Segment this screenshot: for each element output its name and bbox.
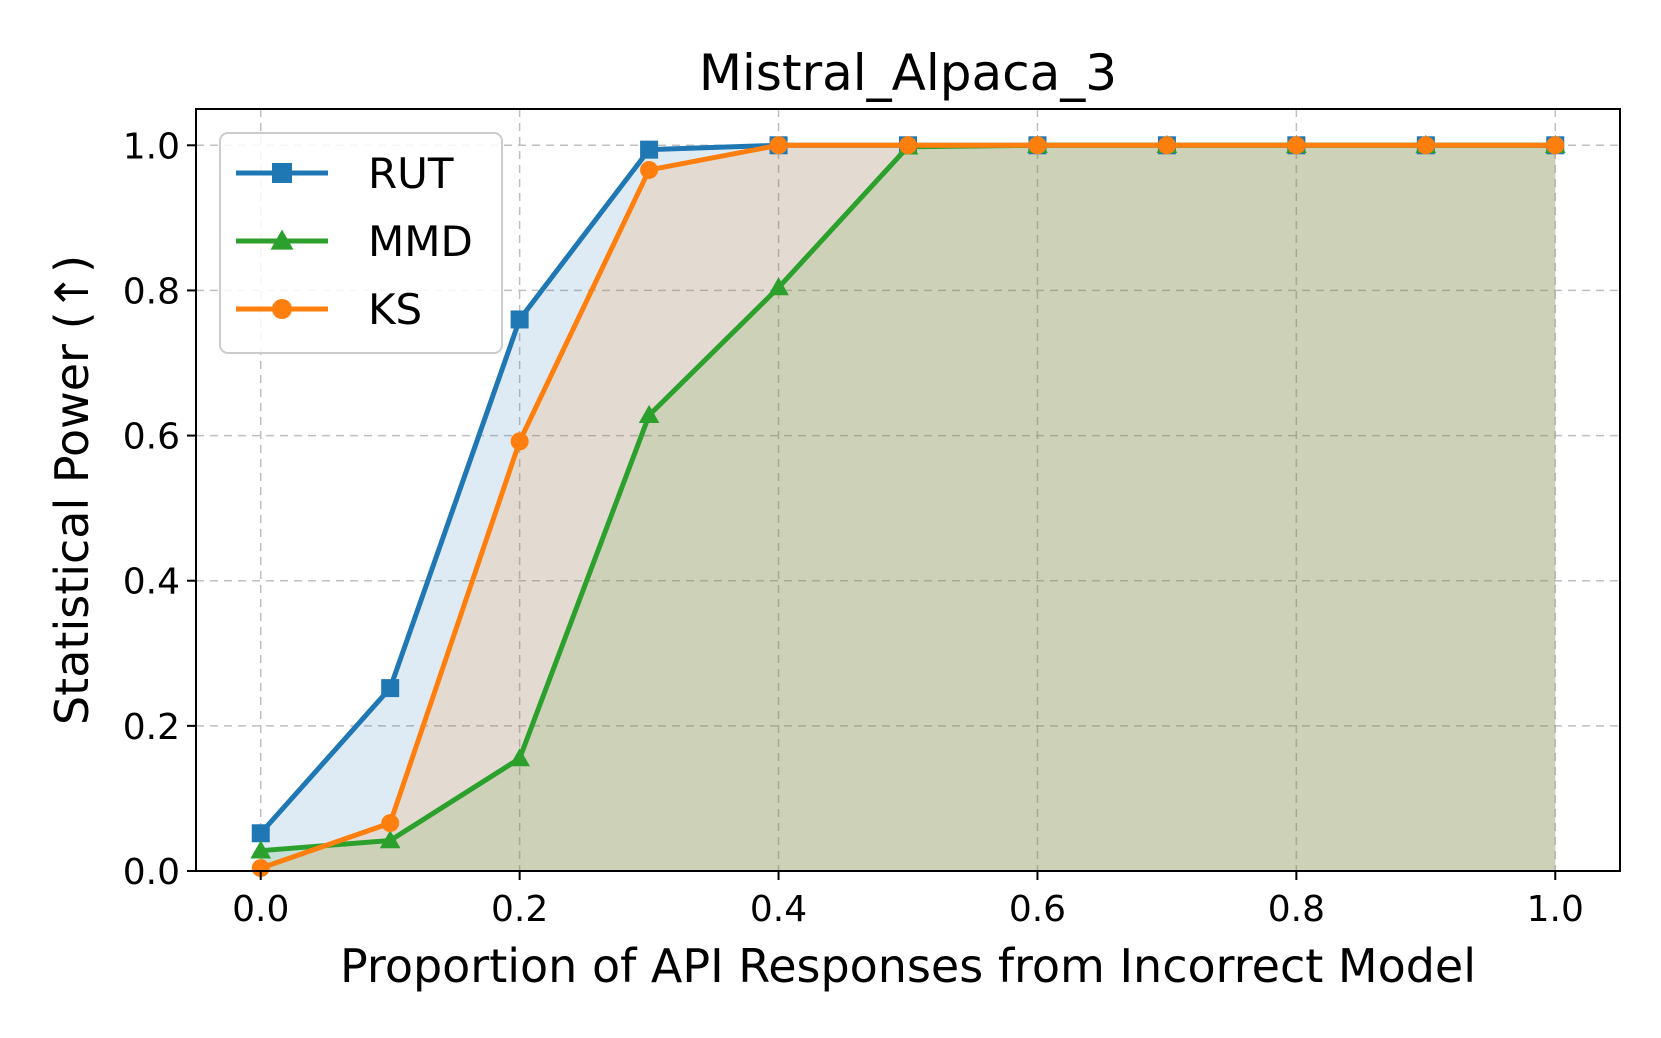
legend-marker-ks <box>272 299 292 319</box>
y-tick-label: 0.6 <box>123 417 180 458</box>
area-rut <box>260 145 1556 872</box>
chart-title: Mistral_Alpaca_3 <box>699 44 1117 102</box>
legend-marker-rut <box>272 163 292 183</box>
legend-box <box>219 132 503 354</box>
data-point-ks <box>769 136 788 155</box>
data-point-ks <box>1028 136 1047 155</box>
legend-label-ks: KS <box>368 285 422 334</box>
y-tick-label: 0.2 <box>123 707 180 748</box>
data-point-ks <box>251 859 270 878</box>
data-point-mmd <box>638 404 660 424</box>
x-tick-label: 0.0 <box>232 889 289 930</box>
data-point-ks <box>1416 136 1435 155</box>
x-tick-label: 1.0 <box>1527 889 1584 930</box>
data-point-rut <box>640 140 659 159</box>
data-point-ks <box>1546 136 1565 155</box>
data-point-rut <box>381 679 400 698</box>
data-point-ks <box>510 432 529 451</box>
y-axis-label: Statistical Power (↑) <box>45 255 99 725</box>
x-tick-label: 0.8 <box>1268 889 1325 930</box>
area-ks <box>260 145 1556 872</box>
legend: RUT MMD KS <box>219 132 503 354</box>
x-tick-label: 0.6 <box>1009 889 1066 930</box>
x-axis-label: Proportion of API Responses from Incorre… <box>340 939 1476 993</box>
x-tick-label: 0.2 <box>491 889 548 930</box>
data-point-mmd <box>379 830 401 849</box>
axis-ticks: 0.0 0.2 0.4 0.6 0.8 1.0 0.0 0.2 0.4 0.6 0.8 1.0 <box>123 126 1584 930</box>
series-lines <box>250 134 1566 878</box>
plot-frame <box>195 108 1621 872</box>
y-tick-label: 0.8 <box>123 271 180 312</box>
data-point-ks <box>381 814 400 833</box>
x-tick-label: 0.4 <box>750 889 807 930</box>
legend-marker-mmd <box>270 229 294 250</box>
series-fills <box>260 145 1556 872</box>
legend-label-rut: RUT <box>368 149 454 198</box>
data-point-mmd <box>250 840 272 859</box>
data-point-ks <box>899 136 917 155</box>
legend-label-mmd: MMD <box>368 217 473 266</box>
y-tick-label: 0.4 <box>123 562 180 603</box>
data-point-ks <box>1157 136 1176 155</box>
area-mmd <box>260 145 1556 872</box>
data-point-mmd <box>509 748 530 767</box>
data-point-ks <box>640 160 659 179</box>
data-point-mmd <box>768 277 789 296</box>
data-point-rut <box>251 824 270 843</box>
y-tick-label: 1.0 <box>123 126 180 167</box>
data-point-ks <box>1287 136 1306 155</box>
data-point-rut <box>510 310 529 329</box>
y-tick-label: 0.0 <box>123 852 180 893</box>
